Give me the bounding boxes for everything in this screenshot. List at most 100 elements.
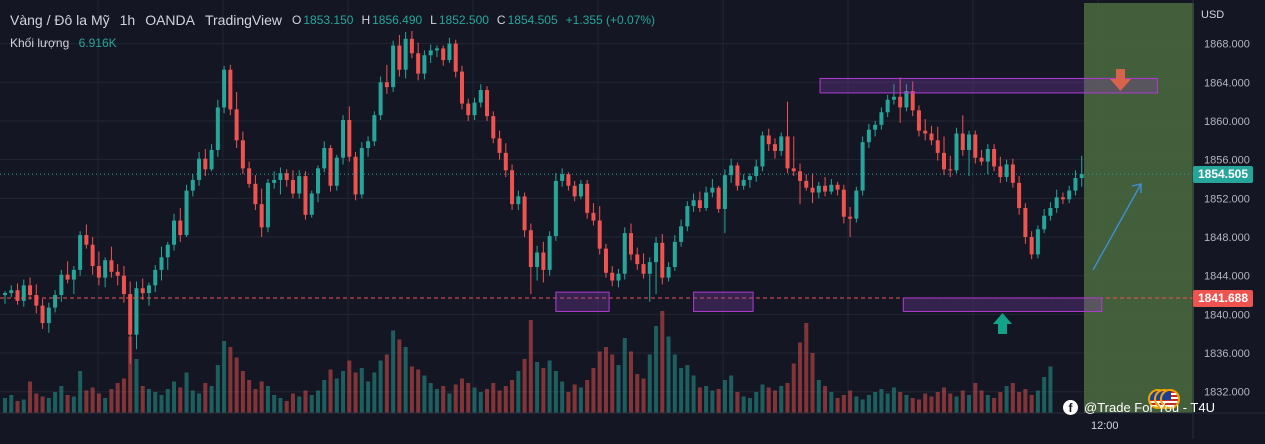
interval-label[interactable]: 1h [119, 12, 136, 28]
volume-bar [679, 368, 684, 413]
volume-bar [459, 378, 464, 413]
volume-bar [422, 375, 427, 413]
volume-bar [891, 387, 896, 413]
watermark: f @Trade For You - T4U [1063, 400, 1215, 415]
volume-bar [303, 390, 308, 413]
volume-bar [791, 363, 796, 413]
volume-bar [316, 390, 320, 413]
candle-body [53, 295, 58, 308]
candle-body [747, 176, 752, 180]
candle-body [710, 187, 715, 193]
candle-body [303, 176, 308, 215]
volume-bar [40, 396, 45, 413]
candle-body [178, 220, 183, 236]
volume-bar [810, 353, 815, 413]
volume-bar [985, 395, 990, 413]
volume-bar [90, 387, 95, 413]
candle-body [560, 174, 565, 181]
candle-body [916, 110, 921, 131]
volume-bar [172, 381, 177, 413]
candle-body [391, 45, 396, 88]
volume-histogram [3, 311, 1053, 413]
candle-body [528, 230, 533, 267]
candle-body [459, 71, 464, 104]
volume-bar [566, 392, 571, 413]
volume-bar [553, 371, 558, 413]
volume-value: 6.916K [78, 36, 117, 50]
candle-body [478, 90, 483, 103]
candle-body [247, 168, 252, 184]
platform-label: TradingView [204, 12, 283, 28]
volume-bar [572, 384, 577, 413]
volume-bar [121, 378, 126, 413]
trend-arrow-line [1092, 183, 1142, 271]
candle-body [910, 90, 915, 111]
candle-body [497, 138, 502, 153]
symbol-name[interactable]: Vàng / Đô la Mỹ [10, 12, 110, 28]
candle-body [190, 179, 195, 191]
candle-body [998, 166, 1003, 178]
candle-body [328, 148, 333, 186]
candle-body [341, 120, 346, 158]
candle-body [215, 107, 220, 150]
volume-bar [848, 390, 853, 413]
volume-bar [197, 393, 202, 413]
candle-body [641, 264, 646, 274]
volume-bar [898, 392, 903, 413]
volume-bar [973, 383, 978, 413]
volume-bar [516, 371, 521, 413]
candle-body [516, 196, 521, 205]
support-price-tag: 1841.688 [1193, 290, 1253, 308]
candle-body [1035, 229, 1040, 255]
candle-body [40, 305, 45, 324]
candle-body [28, 285, 33, 296]
volume-legend: Khối lượng 6.916K [10, 36, 117, 50]
volume-bar [754, 392, 759, 413]
volume-bar [15, 401, 20, 413]
candle-body [378, 82, 383, 116]
candle-body [904, 90, 909, 108]
candle-body [816, 185, 821, 193]
volume-bar [741, 396, 746, 413]
high-value: 1856.490 [372, 13, 423, 27]
price-axis[interactable]: 1868.000 1864.000 1860.000 1856.000 1852.000… [1204, 39, 1250, 399]
candle-body [209, 149, 214, 170]
candle-body [485, 90, 490, 117]
candles-series [3, 31, 1084, 364]
volume-bar [441, 386, 446, 413]
volume-bar [510, 380, 515, 413]
candle-body [591, 212, 596, 221]
candle-body [441, 48, 446, 61]
volume-bar [823, 386, 828, 413]
candle-body [841, 189, 846, 217]
volume-bar [466, 383, 471, 413]
volume-bar [760, 384, 765, 413]
volume-bar [560, 381, 565, 413]
candle-body [278, 173, 283, 180]
price-tick-label: 1848.000 [1204, 232, 1250, 244]
volume-bar [309, 395, 314, 413]
candle-body [572, 185, 577, 197]
volume-bar [472, 387, 477, 413]
volume-label: Khối lượng [10, 36, 70, 50]
volume-bar [798, 342, 803, 413]
candle-body [848, 216, 853, 219]
candle-body [898, 96, 903, 108]
price-tick-label: 1840.000 [1204, 309, 1250, 321]
candle-body [885, 99, 890, 113]
volume-bar [954, 396, 959, 413]
volume-bar [497, 390, 502, 413]
candle-body [754, 166, 759, 177]
volume-bar [128, 336, 133, 413]
candle-body [779, 136, 784, 151]
candle-body [992, 149, 997, 167]
candle-body [610, 272, 615, 281]
candle-body [935, 140, 940, 153]
candle-body [59, 274, 64, 296]
volume-bar [178, 387, 183, 413]
volume-bar [284, 401, 289, 413]
volume-bar [28, 381, 33, 413]
candle-body [3, 293, 7, 296]
